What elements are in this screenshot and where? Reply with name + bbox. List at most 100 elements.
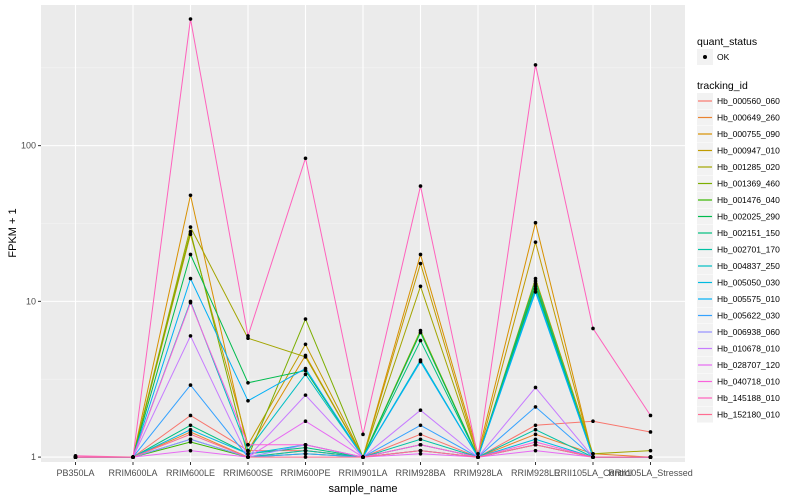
- data-point: [418, 451, 423, 456]
- data-point: [303, 355, 308, 359]
- data-point: [418, 442, 423, 447]
- data-point: [533, 279, 538, 283]
- legend-series-label: Hb_000560_060: [717, 96, 780, 106]
- data-point: [303, 317, 308, 321]
- data-point: [418, 423, 423, 428]
- data-point: [303, 445, 308, 450]
- data-points: [73, 17, 653, 459]
- data-point: [648, 448, 653, 453]
- data-point: [188, 229, 193, 234]
- y-axis-ticks: 1 10 100: [21, 141, 41, 462]
- data-point: [188, 413, 193, 418]
- gridlines: [41, 5, 685, 462]
- legend-series-label: Hb_002151_150: [717, 228, 780, 238]
- data-point: [418, 261, 423, 266]
- data-point: [246, 451, 250, 456]
- legend-series-label: Hb_001369_460: [717, 179, 780, 189]
- data-point: [533, 287, 538, 291]
- legend-series-label: Hb_005575_010: [717, 294, 780, 304]
- data-point: [533, 63, 538, 67]
- data-point: [188, 437, 193, 442]
- data-point: [188, 17, 193, 21]
- legend-series-label: Hb_000649_260: [717, 113, 780, 123]
- legend-series-label: Hb_005050_030: [717, 278, 780, 288]
- x-tick-label: RRIM901LA: [338, 468, 387, 478]
- legend-series-label: Hb_002701_170: [717, 245, 780, 255]
- data-point: [303, 448, 308, 453]
- x-tick-label: PB350LA: [56, 468, 94, 478]
- x-tick-label: RRIM928LE: [511, 468, 560, 478]
- data-point: [533, 448, 538, 453]
- data-point: [188, 334, 193, 338]
- data-point: [246, 448, 250, 453]
- data-point: [591, 451, 595, 456]
- data-point: [188, 225, 193, 229]
- data-point: [188, 252, 193, 257]
- data-point: [418, 448, 423, 453]
- data-point: [418, 359, 423, 364]
- data-point: [591, 455, 595, 459]
- legend-series-label: Hb_002025_290: [717, 212, 780, 222]
- y-tick-label: 1: [31, 452, 36, 462]
- data-point: [303, 372, 308, 377]
- data-point: [303, 342, 308, 347]
- data-point: [246, 380, 250, 385]
- data-point: [361, 432, 365, 437]
- legend-series-label: Hb_006938_060: [717, 327, 780, 337]
- legend-series-label: Hb_001476_040: [717, 195, 780, 205]
- data-point: [533, 240, 538, 244]
- data-point: [361, 455, 365, 459]
- data-point: [188, 276, 193, 281]
- data-point: [533, 423, 538, 428]
- x-tick-label: RRIM928LA: [453, 468, 502, 478]
- data-point: [476, 451, 480, 456]
- legend-series-label: Hb_001285_020: [717, 162, 780, 172]
- legend: quant_status OK tracking_id Hb_000560_06…: [697, 36, 780, 423]
- data-point: [188, 432, 193, 437]
- data-point: [533, 432, 538, 437]
- data-point: [533, 442, 538, 447]
- data-point: [188, 448, 193, 453]
- data-point: [533, 220, 538, 225]
- legend-shape-title: quant_status: [697, 36, 757, 48]
- data-point: [246, 334, 250, 338]
- x-tick-label: RRII105LA_Stressed: [608, 468, 693, 478]
- data-point: [533, 281, 538, 286]
- legend-shape-items: OK: [697, 49, 730, 65]
- data-point: [418, 432, 423, 437]
- legend-series-label: Hb_145188_010: [717, 393, 780, 403]
- data-point: [418, 184, 423, 188]
- data-point: [188, 440, 193, 444]
- data-point: [533, 276, 538, 281]
- data-point: [591, 326, 595, 331]
- data-point: [476, 455, 480, 459]
- x-axis-title: sample_name: [328, 483, 397, 495]
- data-point: [533, 437, 538, 442]
- data-point: [188, 232, 193, 236]
- data-point: [303, 455, 308, 459]
- data-point: [648, 455, 653, 459]
- legend-series-label: Hb_005622_030: [717, 311, 780, 321]
- data-point: [648, 413, 653, 418]
- x-axis-ticks: PB350LA RRIM600LA RRIM600LE RRIM600SE RRIM60…: [56, 462, 693, 478]
- legend-series-label: Hb_028707_120: [717, 360, 780, 370]
- data-point: [246, 398, 250, 403]
- legend-series-label: Hb_152180_010: [717, 410, 780, 420]
- x-tick-label: RRIM600LE: [166, 468, 215, 478]
- data-point: [303, 366, 308, 371]
- x-tick-label: RRIM600SE: [223, 468, 273, 478]
- data-point: [418, 330, 423, 335]
- data-point: [303, 451, 308, 456]
- x-tick-label: RRII105LA_Control: [554, 468, 632, 478]
- data-point: [533, 290, 538, 294]
- data-point: [246, 442, 250, 447]
- legend-series-label: Hb_004837_250: [717, 261, 780, 271]
- x-tick-label: RRIM928BA: [395, 468, 445, 478]
- data-point: [591, 419, 595, 424]
- x-tick-label: RRIM600PE: [280, 468, 330, 478]
- data-point: [303, 442, 308, 447]
- data-point: [131, 455, 135, 459]
- data-point: [246, 455, 250, 459]
- data-point: [303, 419, 308, 424]
- legend-series-label: Hb_000947_010: [717, 146, 780, 156]
